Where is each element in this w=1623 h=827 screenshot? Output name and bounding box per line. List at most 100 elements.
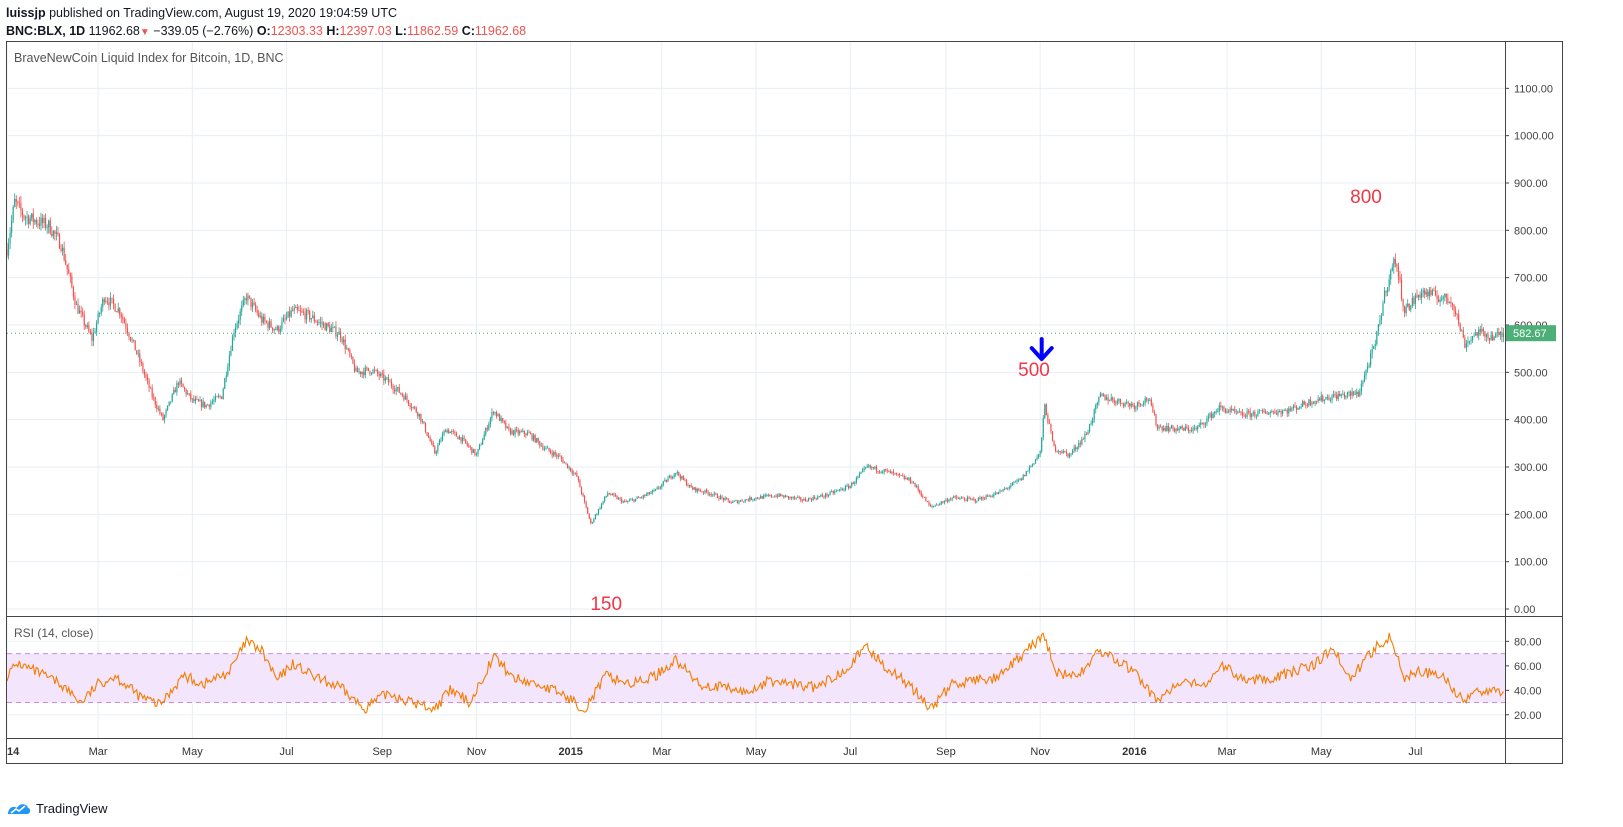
time-tick-label: May (182, 746, 203, 758)
candle-body (1062, 450, 1064, 454)
candle-body (176, 383, 178, 393)
price-tick-label: 0.00 (1514, 604, 1535, 616)
candle-body (679, 475, 681, 479)
candle-body (167, 405, 169, 410)
candle-body (193, 398, 195, 402)
candle-body (1317, 398, 1319, 402)
candle-body (591, 522, 593, 523)
rsi-tick-label: 20.00 (1514, 710, 1542, 722)
footer-brand[interactable]: TradingView (6, 801, 108, 816)
candle-body (475, 454, 478, 456)
candle-body (1328, 397, 1330, 401)
candle-body (1411, 297, 1413, 306)
candle-body (432, 442, 434, 447)
candle-body (1136, 402, 1139, 407)
candle-body (636, 497, 638, 499)
candle-body (644, 495, 646, 496)
price-axis[interactable]: 0.00100.00200.00300.00400.00500.00600.00… (1505, 83, 1554, 616)
candle-body (503, 420, 505, 423)
candle-body (1147, 400, 1149, 401)
candle-body (1150, 399, 1152, 406)
candle-body (478, 444, 481, 450)
candle-body (111, 297, 113, 299)
candle-body (664, 479, 666, 482)
candle-body (483, 434, 485, 441)
candle-body (662, 481, 664, 485)
candle-body (1014, 481, 1017, 483)
candle-body (287, 311, 289, 318)
candle-body (658, 487, 660, 489)
candle-body (46, 227, 48, 229)
candle-body (735, 500, 737, 502)
candle-body (159, 408, 161, 414)
candle-body (392, 386, 394, 390)
author-name[interactable]: luissjp (6, 6, 46, 20)
candle-body (693, 487, 695, 490)
candle-body (492, 412, 495, 414)
candle-body (1220, 405, 1222, 408)
annotation-label: 800 (1350, 187, 1382, 208)
candle-body (336, 334, 339, 337)
candle-body (1169, 428, 1171, 432)
candle-body (438, 440, 441, 446)
candle-body (83, 314, 85, 326)
candle-body (495, 412, 498, 417)
candle-body (1105, 397, 1108, 400)
candle-body (715, 493, 717, 495)
candle-body (241, 305, 243, 312)
candle-body (1011, 482, 1013, 486)
candle-body (764, 495, 766, 497)
candle-body (171, 393, 173, 402)
candle-body (333, 326, 335, 328)
candle-body (204, 401, 206, 408)
candle-body (1214, 411, 1216, 414)
last-price-tag: 582.67 (7, 325, 1556, 342)
candle-body (429, 437, 431, 442)
candle-body (1453, 304, 1455, 311)
candle-body (1073, 447, 1075, 451)
candle-body (1396, 263, 1398, 267)
candle-body (259, 315, 261, 317)
candle-body (562, 459, 564, 463)
candle-body (61, 247, 64, 251)
candle-body (627, 501, 629, 503)
candle-body (34, 220, 36, 222)
candle-body (908, 477, 910, 480)
candle-body (199, 400, 201, 402)
time-tick-label: 2016 (1122, 746, 1146, 758)
candle-body (684, 479, 686, 481)
candle-body (752, 499, 754, 501)
candle-body (849, 486, 851, 489)
candle-body (922, 495, 924, 498)
candle-body (1203, 422, 1205, 425)
low-label: L: (395, 24, 407, 38)
candle-body (1424, 290, 1426, 295)
candle-body (746, 499, 748, 501)
candle-body (1479, 329, 1481, 332)
candle-body (1357, 391, 1359, 397)
candle-body (716, 494, 718, 498)
candle-body (397, 387, 399, 389)
candle-body (616, 496, 618, 500)
candle-body (744, 499, 746, 502)
candle-body (750, 497, 752, 500)
candle-body (758, 498, 760, 500)
candle-body (219, 396, 221, 398)
candle-body (1404, 306, 1406, 314)
last-value: 11962.68 (88, 24, 140, 38)
candle-body (1437, 299, 1440, 302)
candle-body (766, 495, 768, 497)
candle-body (1244, 415, 1247, 417)
rsi-axis[interactable]: 20.00 40.00 60.00 80.00 (1505, 636, 1542, 722)
candle-body (925, 497, 927, 502)
candle-body (979, 497, 981, 500)
candle-body (1444, 293, 1446, 297)
time-axis[interactable]: 14 Mar May Jul Sep Nov 2015 Mar May Jul Sep Nov 2016… (7, 746, 1422, 758)
annotation-label: 150 (590, 594, 622, 615)
candle-body (1368, 365, 1370, 367)
price-chart[interactable]: BraveNewCoin Liquid Index for Bitcoin, 1… (0, 0, 1623, 800)
candle-body (692, 487, 694, 490)
candle-body (298, 309, 300, 311)
candle-body (369, 370, 371, 374)
symbol-label: BNC:BLX, 1D (6, 24, 86, 38)
